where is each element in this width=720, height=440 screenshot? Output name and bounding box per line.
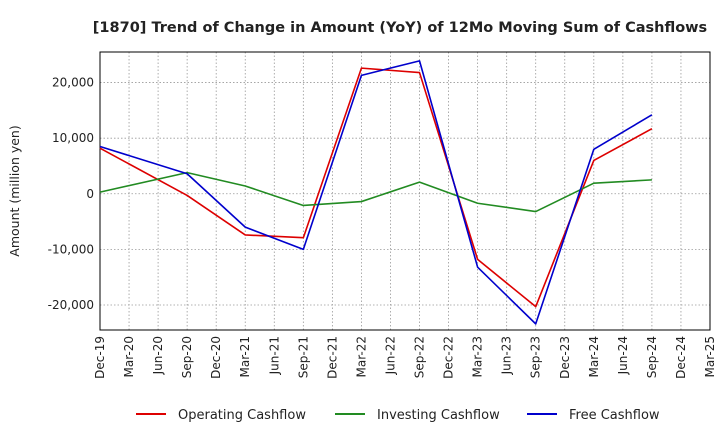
series-lines — [99, 60, 653, 325]
y-axis-label: Amount (million yen) — [7, 125, 22, 256]
x-tick-label: Dec-21 — [325, 336, 339, 379]
chart-title: [1870] Trend of Change in Amount (YoY) o… — [93, 20, 707, 36]
y-tick-label: 20,000 — [52, 76, 94, 90]
y-tick-label: -10,000 — [48, 242, 94, 256]
x-tick-label: Jun-24 — [616, 336, 630, 375]
x-tick-label: Dec-20 — [209, 336, 223, 379]
series-line-investing-cashflow — [99, 171, 652, 213]
y-axis-ticks: -20,000 -10,000 0 10,000 20,000 — [48, 76, 94, 312]
legend: Operating Cashflow Investing Cashflow Free… — [136, 408, 660, 423]
x-tick-label: Sep-24 — [645, 336, 659, 378]
x-tick-label: Jun-22 — [383, 336, 397, 375]
x-tick-label: Sep-21 — [296, 336, 310, 378]
x-tick-label: Jun-21 — [267, 336, 281, 375]
y-tick-label: 0 — [86, 187, 94, 201]
x-tick-label: Mar-22 — [354, 336, 368, 377]
x-tick-label: Dec-22 — [442, 336, 456, 379]
x-tick-label: Mar-20 — [122, 336, 136, 377]
legend-label: Operating Cashflow — [178, 408, 306, 423]
series-line-free-cashflow — [99, 60, 653, 325]
plot-area-frame — [99, 51, 711, 331]
x-tick-label: Mar-25 — [703, 336, 717, 377]
series-line-operating-cashflow — [99, 67, 653, 308]
grid-lines — [99, 52, 711, 330]
x-tick-label: Sep-22 — [413, 336, 427, 378]
legend-label: Investing Cashflow — [377, 408, 500, 423]
x-tick-label: Sep-23 — [529, 336, 543, 378]
x-tick-label: Jun-23 — [500, 336, 514, 375]
y-tick-label: -20,000 — [48, 298, 94, 312]
x-axis-ticks: Dec-19 Mar-20 Jun-20 Sep-20 Dec-20 Mar-21 Jun-… — [93, 336, 717, 379]
x-tick-label: Mar-23 — [471, 336, 485, 377]
x-tick-label: Mar-24 — [587, 336, 601, 377]
x-tick-label: Dec-24 — [674, 336, 688, 379]
x-tick-label: Mar-21 — [238, 336, 252, 377]
x-tick-label: Jun-20 — [151, 336, 165, 375]
x-tick-label: Dec-23 — [558, 336, 572, 379]
legend-label: Free Cashflow — [569, 408, 660, 423]
y-tick-label: 10,000 — [52, 131, 94, 145]
x-tick-label: Sep-20 — [180, 336, 194, 378]
x-tick-label: Dec-19 — [93, 336, 107, 379]
